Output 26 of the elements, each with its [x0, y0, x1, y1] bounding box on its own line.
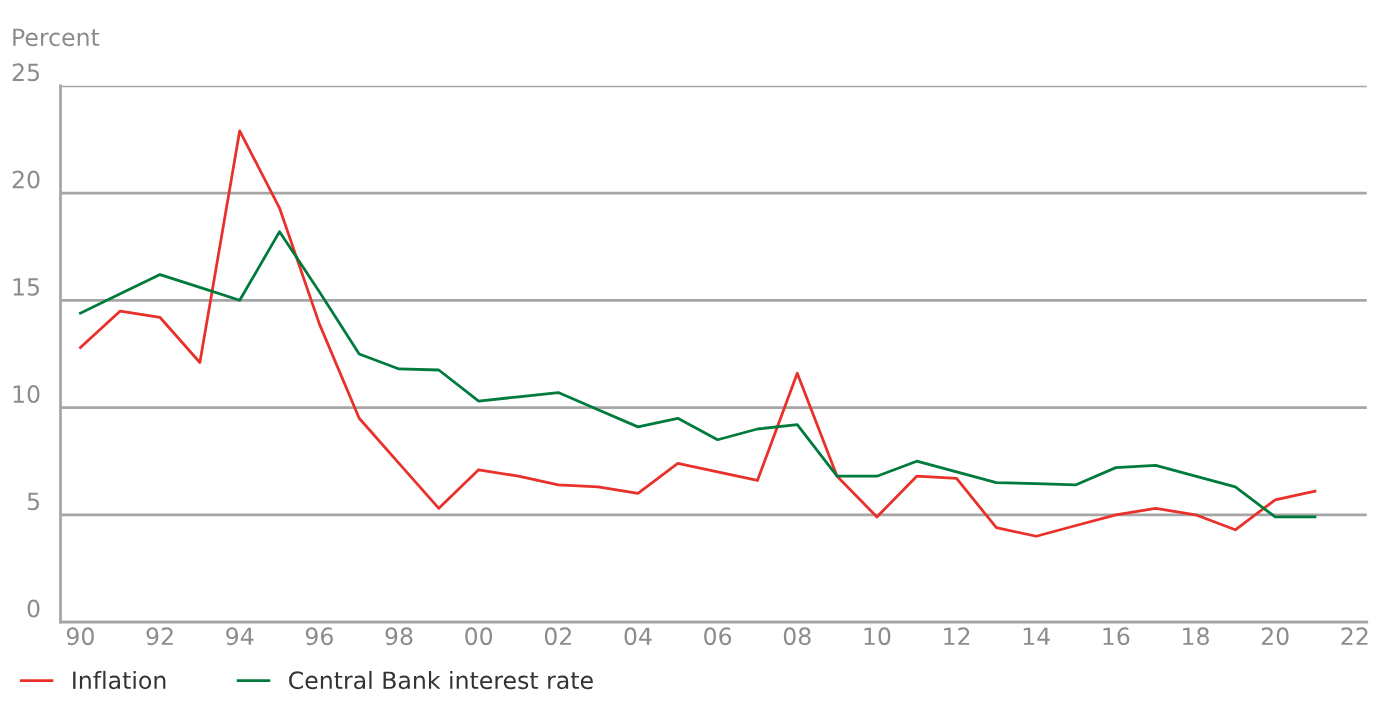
y-tick-label: 25: [12, 63, 39, 82]
y-tick-label: 15: [13, 278, 39, 296]
x-tick-label: 02: [544, 627, 571, 646]
x-tick-label: 10: [864, 627, 891, 646]
x-tick-label: 00: [465, 627, 493, 646]
y-tick-label: 20: [12, 170, 40, 189]
y-axis-title: Percent: [13, 28, 100, 47]
x-tick-label: 12: [944, 627, 970, 645]
x-tick-label: 96: [305, 627, 333, 646]
x-tick-label: 06: [704, 627, 732, 646]
y-tick-label: 10: [13, 385, 40, 403]
x-tick-label: 90: [66, 627, 94, 646]
x-tick-label: 16: [1103, 627, 1130, 646]
y-tick-label: 5: [27, 492, 39, 511]
legend-label: Central Bank interest rate: [289, 670, 593, 690]
x-tick-label: 18: [1183, 627, 1209, 646]
x-tick-label: 20: [1261, 627, 1289, 646]
y-tick-label: 0: [27, 599, 40, 618]
x-tick-label: 14: [1023, 627, 1050, 645]
x-tick-label: 22: [1341, 627, 1368, 645]
x-tick-label: 98: [385, 627, 413, 646]
x-tick-label: 92: [146, 627, 173, 646]
legend-label: Inflation: [73, 670, 166, 690]
x-tick-label: 94: [226, 627, 254, 646]
x-tick-label: 08: [783, 627, 811, 646]
x-tick-label: 04: [624, 627, 652, 646]
